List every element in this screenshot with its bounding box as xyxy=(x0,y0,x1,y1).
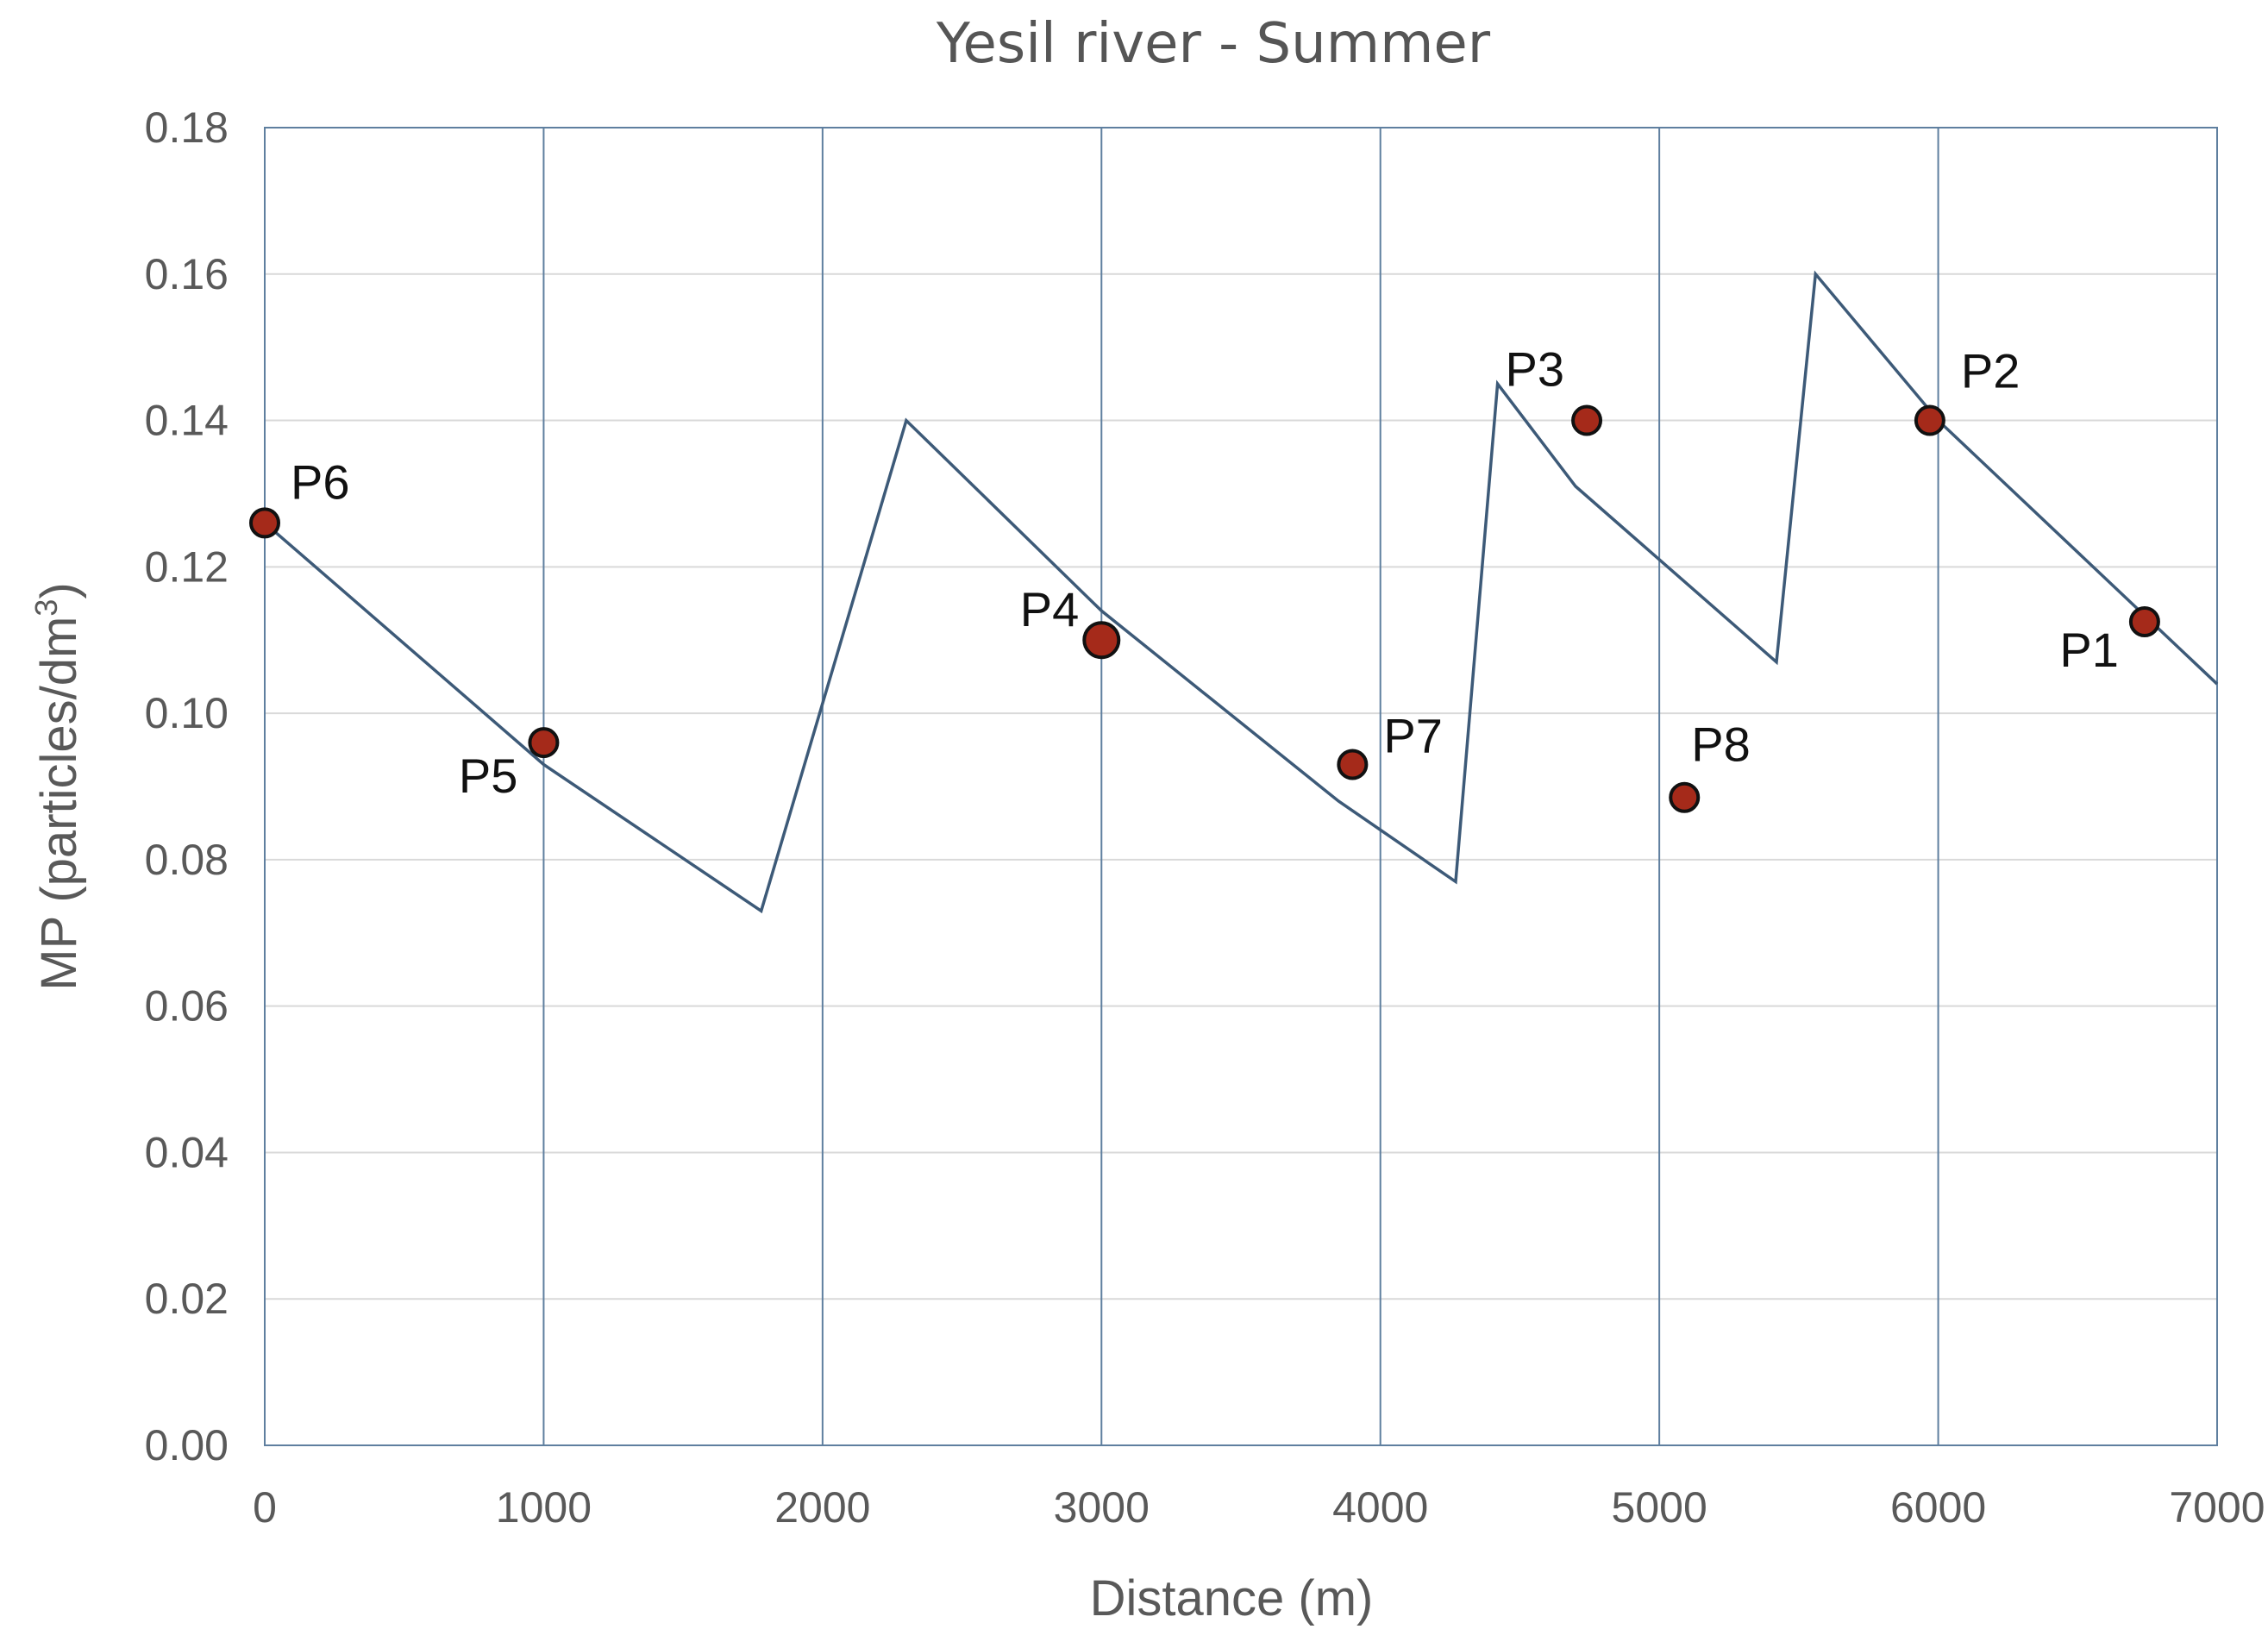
point-label-p3: P3 xyxy=(1506,342,1565,397)
point-label-p1: P1 xyxy=(2059,623,2119,677)
x-axis-label: Distance (m) xyxy=(1090,1570,1374,1626)
y-tick-label: 0.00 xyxy=(145,1421,229,1469)
y-tick-label: 0.06 xyxy=(145,982,229,1031)
x-tick-label: 7000 xyxy=(2169,1483,2265,1532)
point-p1 xyxy=(2128,606,2160,637)
series-line xyxy=(263,270,2219,914)
chart-title: Yesil river - Summer xyxy=(936,12,1491,76)
x-tick-label: 5000 xyxy=(1612,1483,1707,1532)
y-axis-ticks: 0.00 0.02 0.04 0.06 0.08 0.10 0.12 0.14 0.16 0.18 xyxy=(145,103,229,1469)
vertical-gridlines xyxy=(542,128,1939,1445)
y-axis-label-close: ) xyxy=(31,582,87,598)
point-p5 xyxy=(528,727,560,759)
point-label-p7: P7 xyxy=(1383,709,1443,763)
plot-frame xyxy=(264,127,2218,1446)
point-p7 xyxy=(1337,749,1369,780)
point-label-p8: P8 xyxy=(1691,717,1751,772)
point-label-p2: P2 xyxy=(1961,344,2021,398)
y-tick-label: 0.18 xyxy=(145,103,229,152)
x-tick-label: 4000 xyxy=(1332,1483,1428,1532)
point-label-p6: P6 xyxy=(291,454,350,509)
x-tick-label: 3000 xyxy=(1054,1483,1150,1532)
y-tick-label: 0.16 xyxy=(145,250,229,298)
point-p8 xyxy=(1669,781,1701,813)
y-axis-label-superscript: 3 xyxy=(28,599,64,617)
horizontal-gridlines xyxy=(265,273,2217,1300)
y-tick-label: 0.08 xyxy=(145,836,229,884)
x-tick-label: 6000 xyxy=(1890,1483,1986,1532)
y-axis-label: MP (particles/dm3) xyxy=(28,582,87,990)
point-label-p4: P4 xyxy=(1020,582,1080,636)
y-tick-label: 0.10 xyxy=(145,689,229,737)
point-p3 xyxy=(1571,404,1603,436)
point-p4 xyxy=(1082,621,1121,660)
sample-markers xyxy=(249,404,2160,813)
y-tick-label: 0.14 xyxy=(145,397,229,445)
y-tick-label: 0.12 xyxy=(145,542,229,591)
y-tick-label: 0.02 xyxy=(145,1275,229,1323)
y-tick-label: 0.04 xyxy=(145,1128,229,1176)
x-tick-label: 2000 xyxy=(774,1483,870,1532)
point-p6 xyxy=(249,507,280,539)
x-tick-label: 0 xyxy=(253,1483,277,1532)
x-tick-label: 1000 xyxy=(496,1483,592,1532)
y-axis-label-main: MP (particles/dm xyxy=(31,617,87,991)
x-axis-ticks: 0 1000 2000 3000 4000 5000 6000 7000 xyxy=(253,1483,2265,1532)
point-p2 xyxy=(1914,404,1945,436)
point-label-p5: P5 xyxy=(459,749,518,803)
sample-labels: P6 P5 P4 P7 P3 P8 P2 P1 xyxy=(291,342,2119,804)
